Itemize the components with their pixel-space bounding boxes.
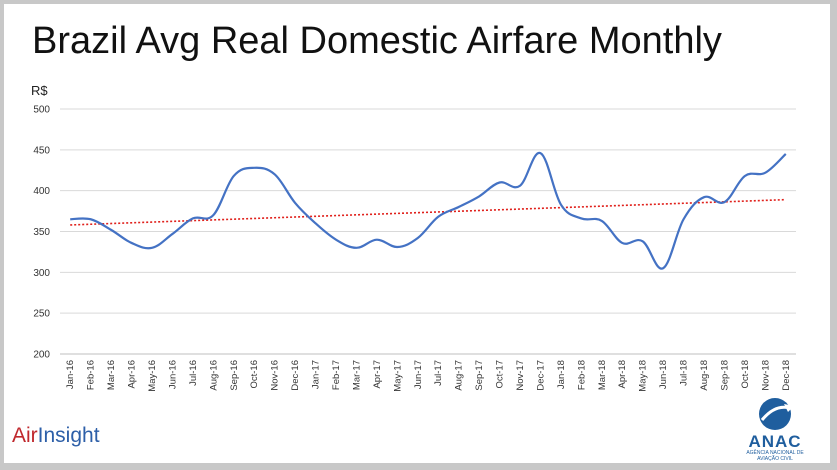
series-layer xyxy=(69,151,787,270)
data-point xyxy=(273,173,275,175)
brand-part-insight: Insight xyxy=(37,424,100,447)
x-tick-label: Aug-16 xyxy=(208,360,219,391)
data-point xyxy=(233,175,235,177)
trendline xyxy=(70,198,786,226)
x-tick-label: Dec-16 xyxy=(290,360,301,391)
x-tick-label: Mar-18 xyxy=(597,360,608,390)
data-point xyxy=(723,201,725,203)
data-point xyxy=(785,153,787,155)
line-chart: Jan-16 Feb-16 Mar-16 Apr-16 May-16 Jun-16 Jul-… xyxy=(31,83,796,392)
data-point xyxy=(580,217,582,219)
data-point xyxy=(417,237,419,239)
airinsight-logo: AirInsight xyxy=(12,424,100,448)
x-tick-label: Jul-17 xyxy=(433,360,444,386)
data-point xyxy=(682,218,684,220)
y-tick-label: 200 xyxy=(33,350,50,361)
data-point xyxy=(539,152,541,154)
x-tick-labels: Jan-16 Feb-16 Mar-16 Apr-16 May-16 Jun-16 Jul-… xyxy=(65,360,792,392)
x-tick-label: Jul-18 xyxy=(679,360,690,386)
x-tick-label: Jan-17 xyxy=(311,360,322,389)
series-line xyxy=(70,151,787,270)
y-tick-label: 250 xyxy=(33,309,50,320)
anac-subtitle: AGÊNCIA NACIONAL DE AVIAÇÃO CIVIL xyxy=(746,450,804,462)
data-point xyxy=(396,246,398,248)
data-point xyxy=(110,229,112,231)
data-point xyxy=(335,238,337,240)
data-point xyxy=(519,185,521,187)
x-tick-label: Oct-18 xyxy=(740,360,751,389)
data-point xyxy=(151,247,153,249)
data-point xyxy=(192,217,194,219)
data-point xyxy=(314,222,316,224)
x-tick-label: Aug-17 xyxy=(454,360,465,391)
y-tick-label: 350 xyxy=(33,227,50,238)
x-tick-label: Feb-16 xyxy=(86,360,97,390)
x-tick-label: Jun-17 xyxy=(413,360,424,389)
data-point xyxy=(457,206,459,208)
y-tick-label: 450 xyxy=(33,145,50,156)
data-point xyxy=(703,196,705,198)
x-tick-label: Feb-17 xyxy=(331,360,342,390)
x-tick-label: Jun-18 xyxy=(658,360,669,389)
data-point xyxy=(601,220,603,222)
anac-name: ANAC xyxy=(748,432,802,451)
x-tick-label: May-17 xyxy=(392,360,403,392)
data-point xyxy=(130,242,132,244)
x-tick-label: Aug-18 xyxy=(699,360,710,391)
x-tick-label: Feb-18 xyxy=(576,360,587,390)
data-point xyxy=(662,267,664,269)
x-tick-label: Oct-17 xyxy=(495,360,506,389)
brand-part-air: Air xyxy=(12,424,38,447)
data-point xyxy=(641,240,643,242)
x-tick-label: Sep-16 xyxy=(229,360,240,391)
x-tick-label: Dec-17 xyxy=(535,360,546,391)
data-point xyxy=(69,218,71,220)
x-tick-label: Sep-17 xyxy=(474,360,485,391)
data-point xyxy=(355,247,357,249)
data-point xyxy=(376,238,378,240)
y-axis-label: R$ xyxy=(31,83,48,98)
grid-lines xyxy=(60,108,796,355)
x-tick-label: Sep-18 xyxy=(719,360,730,391)
x-tick-label: Nov-16 xyxy=(270,360,281,391)
data-point xyxy=(498,181,500,183)
y-tick-label: 400 xyxy=(33,186,50,197)
x-tick-label: May-18 xyxy=(638,360,649,392)
data-point xyxy=(560,203,562,205)
x-tick-label: Nov-17 xyxy=(515,360,526,391)
data-point xyxy=(171,233,173,235)
data-point xyxy=(212,214,214,216)
x-tick-label: Oct-16 xyxy=(249,360,260,389)
x-tick-label: Mar-16 xyxy=(106,360,117,390)
y-tick-labels: 200 250 300 350 400 450 500 xyxy=(33,105,50,361)
x-tick-label: Jan-18 xyxy=(556,360,567,389)
data-point xyxy=(437,216,439,218)
data-point xyxy=(478,195,480,197)
chart-title: Brazil Avg Real Domestic Airfare Monthly xyxy=(32,20,722,62)
trendline-layer xyxy=(70,198,786,226)
data-point xyxy=(253,167,255,169)
x-tick-label: Jul-16 xyxy=(188,360,199,386)
x-tick-label: Apr-17 xyxy=(372,360,383,389)
x-tick-label: Jun-16 xyxy=(167,360,178,389)
x-tick-label: Dec-18 xyxy=(781,360,792,391)
data-point xyxy=(744,175,746,177)
anac-logo: ANAC AGÊNCIA NACIONAL DE AVIAÇÃO CIVIL xyxy=(740,394,810,462)
data-point xyxy=(621,242,623,244)
x-tick-label: Apr-18 xyxy=(617,360,628,389)
x-tick-label: May-16 xyxy=(147,360,158,392)
y-tick-label: 500 xyxy=(33,105,50,116)
x-tick-label: Apr-16 xyxy=(127,360,138,389)
x-tick-label: Jan-16 xyxy=(65,360,76,389)
x-tick-label: Nov-18 xyxy=(760,360,771,391)
data-point xyxy=(89,218,91,220)
anac-emblem-icon xyxy=(759,398,794,430)
data-point xyxy=(764,172,766,174)
slide: Brazil Avg Real Domestic Airfare Monthly… xyxy=(4,4,830,463)
x-tick-label: Mar-17 xyxy=(351,360,362,390)
data-point xyxy=(294,202,296,204)
y-tick-label: 300 xyxy=(33,268,50,279)
